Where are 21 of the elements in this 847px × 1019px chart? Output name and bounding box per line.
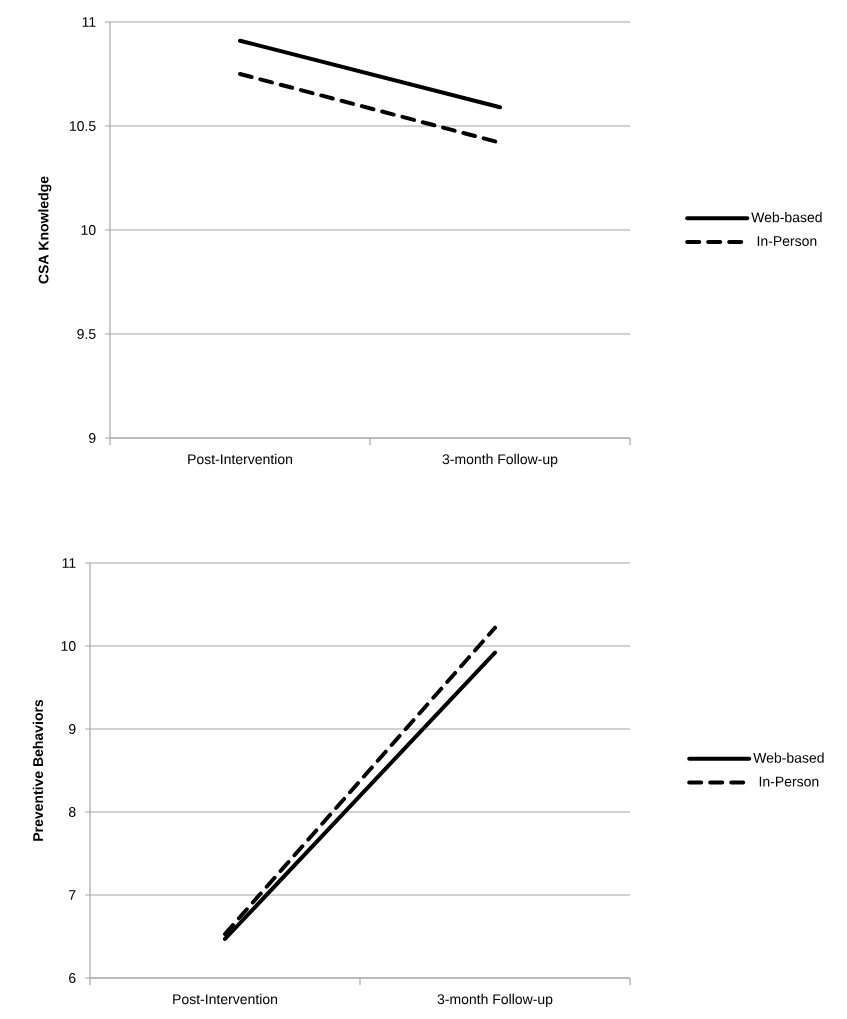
y-tick-label: 9.5: [77, 329, 96, 339]
legend-label: In-Person: [759, 776, 819, 787]
y-tick-label: 7: [69, 890, 76, 900]
y-tick-label: 10: [81, 225, 96, 235]
y-tick-label: 6: [69, 973, 76, 983]
legend-label: In-Person: [757, 236, 817, 247]
x-tick-label: Post-Intervention: [173, 993, 277, 1005]
legend-label: Web-based: [751, 212, 822, 223]
x-tick-label: Post-Intervention: [188, 453, 292, 465]
y-tick-label: 11: [82, 17, 96, 27]
y-tick-label: 10.5: [69, 121, 96, 131]
y-axis-title: CSA Knowledge: [38, 176, 52, 284]
y-axis-title: Preventive Behaviors: [32, 699, 44, 841]
legend-label: Web-based: [753, 752, 824, 763]
y-tick-label: 10: [61, 641, 76, 651]
x-tick-label: 3-month Follow-up: [437, 993, 553, 1007]
y-tick-label: 9: [69, 724, 76, 734]
y-tick-label: 11: [62, 558, 76, 568]
x-tick-label: 3-month Follow-up: [442, 453, 558, 467]
y-tick-label: 9: [89, 433, 96, 443]
y-tick-label: 8: [68, 807, 76, 817]
